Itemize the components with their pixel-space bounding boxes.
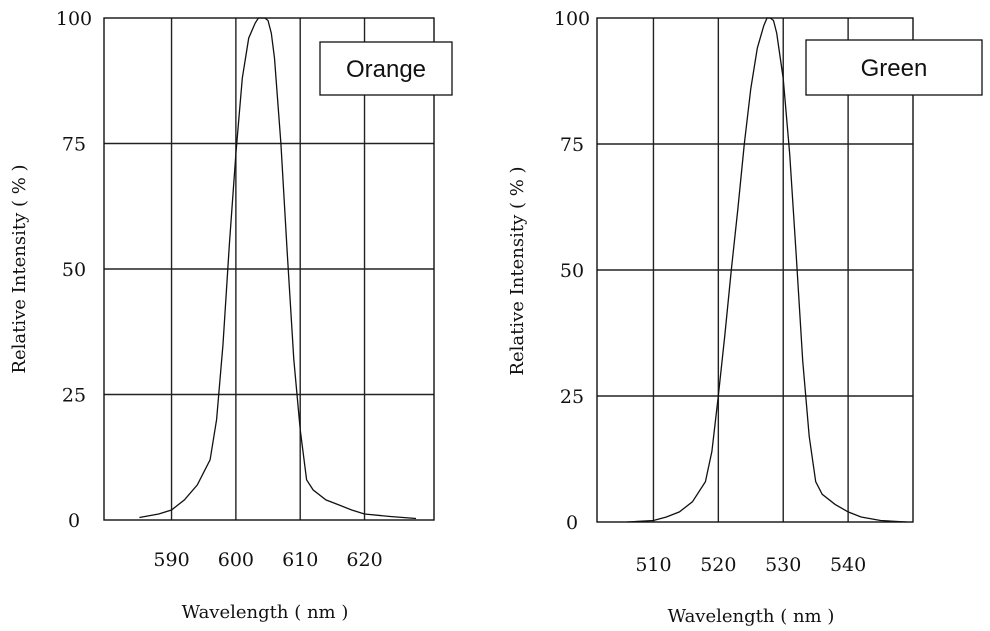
orange-y-tick-label: 0: [68, 510, 80, 532]
green-legend-box: [805, 39, 983, 96]
green-y-tick-label: 75: [560, 134, 584, 156]
orange-tick-labels: 590 600 610 620 0 25 50 75 100: [56, 8, 383, 571]
green-spectrum-line: [627, 17, 907, 523]
orange-spectrum-chart: 590 600 610 620 0 25 50 75 100 Orange Wavelength…: [9, 8, 453, 623]
orange-legend-box: [319, 41, 453, 96]
green-y-tick-label: 25: [560, 386, 584, 408]
orange-y-axis-label: Relative Intensity ( % ): [9, 164, 30, 373]
green-x-tick-label: 510: [635, 554, 671, 576]
green-tick-labels: 510 520 530 540 0 25 50 75 100: [554, 8, 866, 576]
orange-y-tick-label: 50: [62, 259, 86, 281]
orange-spectrum-line: [139, 17, 417, 520]
green-x-axis-label: Wavelength ( nm ): [668, 606, 835, 627]
green-y-axis-label: Relative Intensity ( % ): [507, 166, 528, 375]
orange-x-tick-label: 600: [218, 549, 254, 571]
green-spectrum-chart: 510 520 530 540 0 25 50 75 100 Green Wavelength …: [507, 8, 983, 627]
orange-grid: [104, 18, 434, 520]
orange-y-tick-label: 100: [56, 8, 92, 30]
green-legend-label: Green: [861, 55, 928, 82]
orange-x-tick-label: 620: [346, 549, 382, 571]
green-x-tick-label: 530: [765, 554, 801, 576]
green-y-tick-label: 100: [554, 8, 590, 30]
green-y-tick-label: 50: [560, 260, 584, 282]
orange-y-tick-label: 75: [62, 134, 86, 156]
orange-legend-label: Orange: [346, 56, 426, 83]
orange-y-tick-label: 25: [62, 385, 86, 407]
orange-plot-frame: [103, 17, 435, 521]
orange-x-tick-label: 590: [153, 549, 189, 571]
green-grid: [597, 18, 913, 522]
green-x-tick-label: 520: [700, 554, 736, 576]
green-x-tick-label: 540: [830, 554, 866, 576]
orange-x-tick-label: 610: [282, 549, 318, 571]
green-plot-frame: [596, 17, 914, 523]
orange-x-axis-label: Wavelength ( nm ): [182, 602, 349, 623]
green-y-tick-label: 0: [566, 512, 578, 534]
